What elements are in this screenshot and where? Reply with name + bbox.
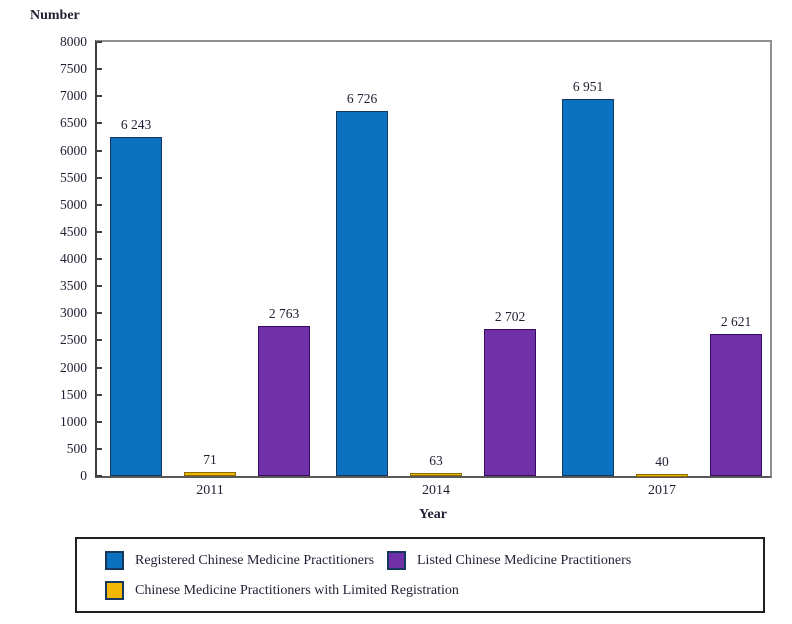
- y-tick-label: 6000: [60, 142, 87, 158]
- bar: [484, 329, 536, 476]
- x-tick-label: 2014: [422, 483, 450, 498]
- y-tick-mark: [97, 420, 102, 423]
- y-tick-mark: [97, 475, 102, 477]
- y-tick-mark: [97, 122, 102, 125]
- bar: [184, 472, 236, 476]
- y-tick-label: 7500: [60, 61, 87, 77]
- legend-item-listed: Listed Chinese Medicine Practitioners: [387, 551, 631, 570]
- bar: [258, 326, 310, 476]
- y-tick-label: 5000: [60, 196, 87, 212]
- y-tick-mark: [97, 339, 102, 342]
- y-tick-label: 4000: [60, 251, 87, 266]
- y-tick-mark: [97, 68, 102, 71]
- y-tick-label: 3000: [60, 305, 87, 321]
- bar: [636, 473, 688, 477]
- y-tick-mark: [97, 41, 102, 43]
- bar-value-label: 6 726: [346, 91, 378, 107]
- bar: [562, 98, 614, 476]
- y-tick-label: 4500: [60, 223, 87, 239]
- y-tick-label: 8000: [60, 34, 87, 49]
- legend-label-limited: Chinese Medicine Practitioners with Limi…: [135, 582, 459, 598]
- bar-value-label: 71: [203, 452, 217, 468]
- legend-label-listed: Listed Chinese Medicine Practitioners: [417, 552, 632, 568]
- y-tick-mark: [97, 149, 102, 152]
- x-axis-title: Year: [419, 507, 447, 522]
- x-tick-label: 2017: [648, 483, 676, 498]
- bar: [110, 137, 162, 476]
- bar-value-label: 63: [429, 452, 443, 468]
- y-tick-label: 0: [80, 468, 87, 483]
- y-tick-mark: [97, 393, 102, 396]
- plot-area: 8000 7500 7000 6500 6000 5500 5000 4500 4000 3500…: [60, 34, 772, 498]
- bar-value-label: 2 763: [268, 306, 300, 322]
- bar-value-label: 6 243: [120, 117, 152, 133]
- y-tick-mark: [97, 366, 102, 369]
- y-tick-mark: [97, 203, 102, 206]
- y-tick-mark: [97, 447, 102, 450]
- legend-item-registered: Registered Chinese Medicine Practitioner…: [105, 551, 374, 570]
- y-tick-label: 500: [66, 440, 87, 456]
- y-tick-mark: [97, 312, 102, 315]
- y-tick-label: 6500: [60, 115, 87, 131]
- legend: Registered Chinese Medicine Practitioner…: [75, 537, 765, 613]
- y-tick-label: 1500: [60, 386, 87, 402]
- y-tick-label: 2000: [60, 359, 87, 375]
- bar-value-label: 40: [655, 453, 669, 469]
- y-axis-title: Number: [30, 8, 80, 23]
- bar: [410, 472, 462, 476]
- bar: [710, 333, 762, 476]
- y-tick-mark: [97, 95, 102, 98]
- legend-swatch-listed-icon: [387, 551, 406, 570]
- legend-label-registered: Registered Chinese Medicine Practitioner…: [135, 552, 375, 568]
- y-tick-mark: [97, 258, 102, 260]
- legend-swatch-limited-icon: [105, 581, 124, 600]
- bar: [336, 111, 388, 476]
- bar-value-label: 6 951: [572, 78, 604, 94]
- y-tick-label: 3500: [60, 278, 87, 294]
- y-tick-label: 1000: [60, 413, 87, 429]
- x-tick-label: 2011: [196, 483, 224, 498]
- y-tick-mark: [97, 230, 102, 233]
- y-tick-label: 7000: [60, 88, 87, 104]
- y-tick-mark: [97, 285, 102, 288]
- bar-value-label: 2 621: [720, 313, 752, 329]
- bar-value-label: 2 702: [494, 309, 526, 325]
- y-tick-label: 2500: [60, 332, 87, 348]
- legend-swatch-registered-icon: [105, 551, 124, 570]
- y-tick-mark: [97, 176, 102, 179]
- y-tick-label: 5500: [60, 169, 87, 185]
- legend-item-limited: Chinese Medicine Practitioners with Limi…: [105, 581, 459, 600]
